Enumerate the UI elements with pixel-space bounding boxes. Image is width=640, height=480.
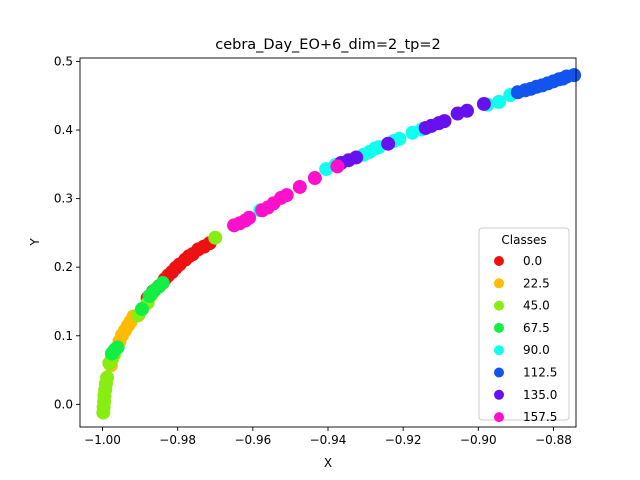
legend-label: 157.5 [523,410,557,424]
data-point [307,171,322,186]
x-tick-label: −0.96 [234,433,271,447]
legend-title: Classes [501,233,546,247]
x-tick-label: −0.94 [310,433,347,447]
plot-points [96,68,582,420]
x-tick-label: −0.98 [159,433,196,447]
legend-marker [494,278,504,289]
data-point [437,114,452,129]
legend-entries: 0.0 22.5 45.0 67.5 90.0 112.5 135.0 157.5 [494,254,557,424]
data-point [491,94,506,109]
legend-marker [494,412,504,423]
legend-label: 22.5 [523,276,550,290]
y-axis-label: Y [28,238,42,247]
legend-marker [494,367,504,378]
data-point [476,96,491,111]
y-tick-label: 0.3 [54,192,73,206]
y-axis: 0.0 0.1 0.2 0.3 0.4 0.5 [54,54,80,411]
legend-label: 0.0 [523,254,542,268]
data-point [100,370,115,385]
x-tick-label: −0.92 [385,433,422,447]
data-point [567,68,582,83]
legend-marker [494,322,504,333]
data-point [292,179,307,194]
legend-label: 67.5 [523,321,550,335]
legend-label: 45.0 [523,299,550,313]
x-tick-label: −0.88 [535,433,572,447]
legend-marker [494,300,504,311]
y-tick-label: 0.5 [54,54,73,68]
legend-marker [494,389,504,400]
data-point [242,210,257,225]
chart-title: cebra_Day_EO+6_dim=2_tp=2 [215,37,441,53]
legend-marker [494,256,504,266]
legend-label: 90.0 [523,343,550,357]
data-point [381,136,396,151]
x-axis-label: X [324,456,332,470]
data-point [155,275,170,290]
y-tick-label: 0.1 [54,329,73,343]
x-tick-label: −1.00 [84,433,121,447]
data-point [110,340,125,355]
legend-label: 135.0 [523,388,557,402]
legend: Classes 0.0 22.5 45.0 67.5 90.0 112.5 135.0 157… [478,227,570,424]
data-point [349,150,364,165]
x-axis: −1.00 −0.98 −0.96 −0.94 −0.92 −0.90 −0.88 [84,427,572,447]
legend-marker [494,345,504,356]
legend-label: 112.5 [523,366,557,380]
x-tick-label: −0.90 [460,433,497,447]
data-point [460,103,475,118]
data-point [208,230,223,245]
y-tick-label: 0.4 [54,123,73,137]
y-tick-label: 0.0 [54,397,73,411]
data-point [392,131,407,146]
data-point [279,188,294,203]
data-point [330,159,345,174]
data-point [135,302,149,317]
y-tick-label: 0.2 [54,260,73,274]
